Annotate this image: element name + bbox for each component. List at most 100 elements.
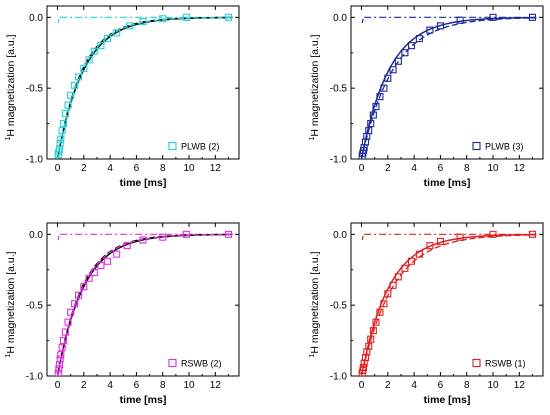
- data-point: [123, 242, 131, 250]
- data-point: [54, 369, 62, 376]
- data-point: [56, 139, 64, 147]
- plot-frame: [350, 5, 544, 160]
- data-point: [389, 281, 397, 289]
- y-tick-label: 0.0: [333, 13, 347, 24]
- y-tick-label: -1.0: [330, 372, 348, 383]
- data-point: [57, 351, 65, 359]
- data-point: [401, 49, 409, 57]
- fit-curve-solid: [56, 233, 233, 376]
- y-axis-label-sup: 1: [309, 137, 316, 141]
- data-point: [224, 13, 233, 21]
- plot-frame: [46, 5, 240, 160]
- data-point: [436, 237, 444, 245]
- data-point: [415, 35, 423, 43]
- plot-frame: [350, 222, 544, 377]
- y-tick-label: -1.0: [330, 155, 348, 166]
- data-point: [58, 344, 66, 352]
- x-tick-label: 6: [134, 380, 140, 391]
- x-tick-label: 12: [514, 163, 526, 174]
- x-axis-label: time [ms]: [120, 394, 167, 406]
- y-tick-label: -1.0: [26, 155, 44, 166]
- y-axis-label-sup: 1: [5, 137, 12, 141]
- x-tick-label: 12: [210, 163, 222, 174]
- data-point: [365, 127, 373, 135]
- data-point: [489, 13, 497, 21]
- fit-curve-solid: [360, 233, 537, 376]
- data-point: [384, 290, 392, 298]
- x-axis-label: time [ms]: [424, 394, 471, 406]
- data-point: [71, 300, 79, 308]
- dashdot-start-mark: [361, 235, 364, 241]
- x-tick-label: 10: [487, 163, 499, 174]
- x-tick-label: 8: [464, 163, 470, 174]
- x-tick-label: 4: [411, 380, 417, 391]
- data-point: [56, 355, 64, 363]
- x-tick-label: 4: [411, 163, 417, 174]
- data-point: [359, 363, 368, 372]
- data-point: [159, 15, 167, 23]
- y-tick-label: -0.5: [26, 84, 44, 95]
- x-tick-label: 12: [514, 380, 526, 391]
- data-point: [85, 56, 93, 64]
- y-axis-label: 1H magnetization [a.u.]: [5, 34, 17, 140]
- x-tick-label: 10: [183, 163, 195, 174]
- data-point: [55, 365, 63, 373]
- dashdot-start-mark: [57, 235, 60, 241]
- x-tick-label: 2: [81, 163, 87, 174]
- legend-label: PLWB (3): [485, 142, 523, 152]
- x-tick-label: 10: [183, 380, 195, 391]
- legend-marker: [472, 141, 481, 151]
- y-axis-label-sup: 1: [309, 354, 316, 358]
- data-point: [415, 250, 423, 258]
- chart-panel-top-right: 0 2 4 6 8 10 12 -1.0 -0.5 0.0 time [ms] 1H magnetiz…: [309, 5, 544, 189]
- data-point: [59, 337, 67, 345]
- fit-curve-colored: [56, 16, 233, 159]
- fit-curve-dashed: [360, 17, 537, 159]
- y-axis-label-text: H magnetization [a.u.]: [309, 34, 321, 136]
- data-point: [367, 335, 375, 343]
- x-tick-label: 4: [107, 163, 113, 174]
- data-point: [389, 66, 397, 74]
- data-point: [139, 236, 147, 244]
- y-tick-label: -1.0: [26, 372, 44, 383]
- data-point: [139, 18, 147, 26]
- data-point: [71, 81, 79, 89]
- legend-marker: [168, 141, 177, 151]
- fit-curve-dashed: [56, 233, 233, 376]
- data-point: [367, 120, 375, 128]
- x-tick-label: 12: [210, 380, 222, 391]
- data-point: [426, 26, 434, 34]
- x-tick-label: 0: [359, 163, 365, 174]
- data-point: [182, 230, 190, 238]
- data-point: [97, 42, 105, 50]
- x-tick-label: 0: [359, 380, 365, 391]
- legend-label: PLWB (2): [181, 142, 219, 152]
- plot-area: [54, 13, 233, 159]
- data-point: [372, 318, 380, 326]
- data-point: [80, 64, 88, 72]
- x-tick-label: 8: [464, 380, 470, 391]
- y-tick-label: 0.0: [333, 230, 347, 241]
- legend-marker: [168, 358, 177, 368]
- data-point: [365, 342, 373, 350]
- data-point: [64, 101, 72, 109]
- data-point: [407, 257, 416, 265]
- data-point: [61, 110, 69, 118]
- fit-curve-colored: [56, 233, 233, 376]
- data-point: [103, 35, 112, 43]
- data-point: [394, 57, 402, 65]
- data-point: [90, 269, 98, 277]
- data-point: [426, 242, 434, 250]
- legend-label: RSWB (2): [181, 359, 222, 369]
- data-point: [401, 264, 409, 272]
- x-tick-label: 6: [134, 163, 140, 174]
- x-tick-label: 2: [385, 380, 391, 391]
- x-tick-label: 10: [487, 380, 499, 391]
- x-axis-label: time [ms]: [424, 177, 471, 189]
- data-point: [528, 230, 537, 238]
- data-point: [489, 230, 497, 238]
- data-point: [64, 318, 72, 326]
- data-point: [528, 13, 537, 21]
- data-point: [436, 22, 444, 30]
- data-point: [182, 13, 190, 21]
